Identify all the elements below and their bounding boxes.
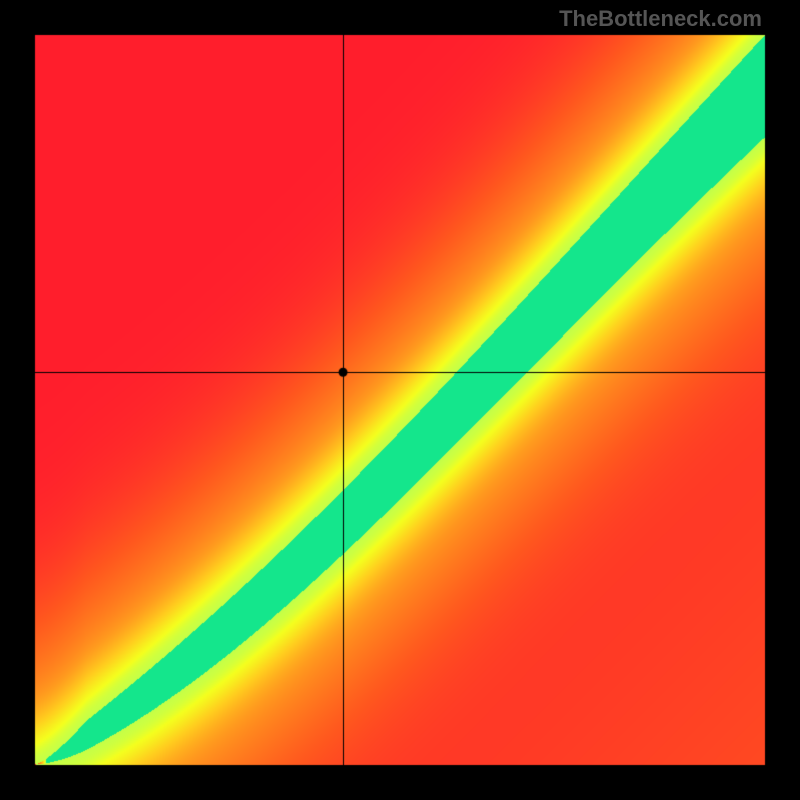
bottleneck-heatmap	[0, 0, 800, 800]
watermark-text: TheBottleneck.com	[559, 6, 762, 32]
chart-container: TheBottleneck.com	[0, 0, 800, 800]
